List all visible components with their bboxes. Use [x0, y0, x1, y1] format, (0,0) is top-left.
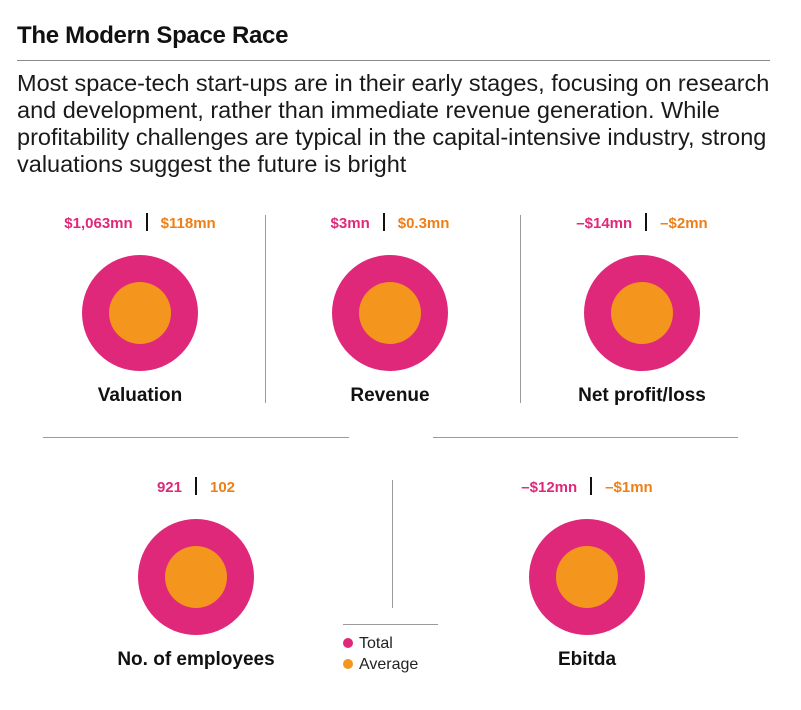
metric-employees: 921 102 No. of employees — [66, 477, 326, 677]
average-value: $0.3mn — [397, 215, 450, 232]
average-circle — [165, 546, 227, 608]
legend-label: Average — [359, 656, 419, 673]
metric-label: No. of employees — [117, 649, 275, 670]
average-circle — [556, 546, 618, 608]
value-separator — [590, 477, 593, 495]
divider-vertical-1 — [265, 215, 266, 403]
legend-item-total: Total — [343, 633, 418, 654]
metric-net-profit-loss: –$14mn –$2mn Net profit/loss — [512, 213, 772, 413]
metric-circles — [136, 517, 256, 637]
chart-subtitle: Most space-tech start-ups are in their e… — [17, 70, 770, 177]
metric-label: Valuation — [97, 385, 183, 406]
metric-values: $1,063mn $118mn — [10, 213, 270, 232]
divider-horizontal-right — [433, 437, 738, 438]
title-divider — [17, 60, 770, 61]
legend-item-average: Average — [343, 654, 418, 675]
legend-dot-icon — [343, 638, 353, 648]
metric-label: Net profit/loss — [578, 385, 706, 406]
metric-circles — [80, 253, 200, 373]
metric-values: 921 102 — [66, 477, 326, 496]
divider-vertical-2 — [520, 215, 521, 403]
total-value: $3mn — [330, 215, 370, 232]
legend: Total Average — [343, 633, 418, 675]
average-circle — [109, 282, 171, 344]
average-circle — [359, 282, 421, 344]
chart-title: The Modern Space Race — [17, 22, 289, 49]
legend-label: Total — [359, 635, 393, 652]
average-value: –$2mn — [660, 215, 708, 232]
metric-label: Ebitda — [557, 649, 617, 670]
nested-circles-svg — [584, 255, 700, 371]
total-value: 921 — [156, 479, 182, 496]
nested-circles-svg — [138, 519, 254, 635]
metric-valuation: $1,063mn $118mn Valuation — [10, 213, 270, 413]
total-value: –$12mn — [521, 479, 578, 496]
metric-values: –$14mn –$2mn — [512, 213, 772, 232]
metric-revenue: $3mn $0.3mn Revenue — [260, 213, 520, 413]
value-separator — [382, 213, 385, 231]
metric-ebitda: –$12mn –$1mn Ebitda — [457, 477, 717, 677]
nested-circles-svg — [82, 255, 198, 371]
average-value: $118mn — [160, 215, 216, 232]
average-circle — [611, 282, 673, 344]
value-separator — [145, 213, 148, 231]
metric-circles — [330, 253, 450, 373]
legend-dot-icon — [343, 659, 353, 669]
metric-circles — [582, 253, 702, 373]
metric-values: $3mn $0.3mn — [260, 213, 520, 232]
nested-circles-svg — [332, 255, 448, 371]
value-separator — [195, 477, 197, 495]
nested-circles-svg — [529, 519, 645, 635]
average-value: –$1mn — [605, 479, 653, 496]
total-value: –$14mn — [576, 215, 633, 232]
average-value: 102 — [210, 479, 236, 496]
metric-label: Revenue — [350, 385, 430, 406]
legend-divider — [343, 624, 438, 625]
value-separator — [645, 213, 648, 231]
metric-circles — [527, 517, 647, 637]
divider-horizontal-left — [43, 437, 349, 438]
metric-values: –$12mn –$1mn — [457, 477, 717, 496]
divider-vertical-3 — [392, 480, 393, 608]
total-value: $1,063mn — [64, 215, 133, 232]
